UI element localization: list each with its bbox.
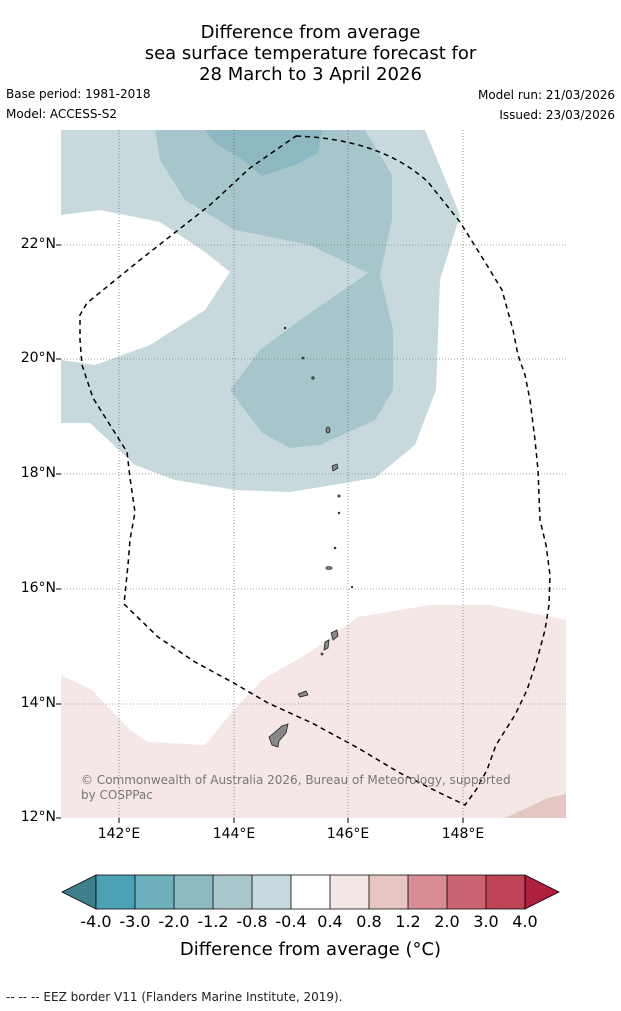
lon-label-148e: 148°E: [441, 826, 485, 842]
colorbar-bin-3: [174, 875, 213, 909]
model-run: Model run: 21/03/2026: [477, 88, 615, 102]
axis-ticks: [56, 244, 464, 823]
colorbar-bin-10: [447, 875, 486, 909]
colorbar-tick: -0.4: [275, 912, 307, 931]
colorbar-bin-5: [252, 875, 291, 909]
lat-label-20n: 20°N: [20, 350, 56, 366]
lat-label-22n: 22°N: [20, 236, 56, 252]
colorbar-tick: -2.0: [158, 912, 190, 931]
colorbar-tick: 1.2: [395, 912, 421, 931]
lon-label-144e: 144°E: [212, 826, 256, 842]
lat-label-18n: 18°N: [20, 465, 56, 481]
eez-legend-footer: -- -- -- EEZ border V11 (Flanders Marine…: [6, 990, 343, 1004]
colorbar-tick: -1.2: [197, 912, 229, 931]
copyright-line-1: © Commonwealth of Australia 2026, Bureau…: [81, 773, 511, 787]
title-line-1: Difference from average: [200, 22, 421, 43]
guam-island: [268, 723, 289, 748]
colorbar-tick: -0.8: [236, 912, 268, 931]
warm-anomaly-region-light: [61, 605, 566, 818]
colorbar-bin-1: [96, 875, 135, 909]
colorbar-bin-9: [408, 875, 447, 909]
warm-anomaly-region-mid: [505, 794, 566, 818]
colorbar-bin-8: [369, 875, 408, 909]
colorbar-tick: 4.0: [512, 912, 538, 931]
colorbar-bin-11: [486, 875, 525, 909]
copyright-line-2: by COSPPac: [81, 788, 153, 802]
lon-label-146e: 146°E: [326, 826, 370, 842]
title-line-3: 28 March to 3 April 2026: [199, 64, 422, 85]
base-period: Base period: 1981-2018: [6, 87, 151, 101]
cool-anomaly-region-dark: [205, 130, 322, 176]
colorbar-extend-high: [524, 874, 560, 910]
colorbar-tick: -4.0: [80, 912, 112, 931]
colorbar-bin-2: [135, 875, 174, 909]
lat-label-16n: 16°N: [20, 580, 56, 596]
colorbar-label: Difference from average (°C): [179, 939, 442, 960]
sst-anomaly-map: © Commonwealth of Australia 2026, Bureau…: [56, 130, 566, 823]
model-name: Model: ACCESS-S2: [6, 107, 118, 121]
colorbar: [61, 874, 560, 910]
issued-date: Issued: 23/03/2026: [499, 108, 615, 122]
cool-anomaly-region-mid: [155, 130, 393, 448]
title-line-2: sea surface temperature forecast for: [144, 43, 477, 64]
lon-label-142e: 142°E: [97, 826, 141, 842]
colorbar-tick: 3.0: [473, 912, 499, 931]
lat-label-14n: 14°N: [20, 695, 56, 711]
lat-label-12n: 12°N: [20, 809, 56, 825]
colorbar-bin-4: [213, 875, 252, 909]
colorbar-tick: -3.0: [119, 912, 151, 931]
colorbar-tick: 0.8: [356, 912, 382, 931]
mariana-islands: [268, 326, 354, 748]
eez-border: [79, 135, 551, 806]
colorbar-tick: 2.0: [434, 912, 460, 931]
colorbar-bin-7: [330, 875, 369, 909]
colorbar-tick: 0.4: [317, 912, 343, 931]
colorbar-extend-low: [61, 874, 97, 910]
map-gridlines: [61, 130, 566, 818]
colorbar-bin-6: [291, 875, 330, 909]
